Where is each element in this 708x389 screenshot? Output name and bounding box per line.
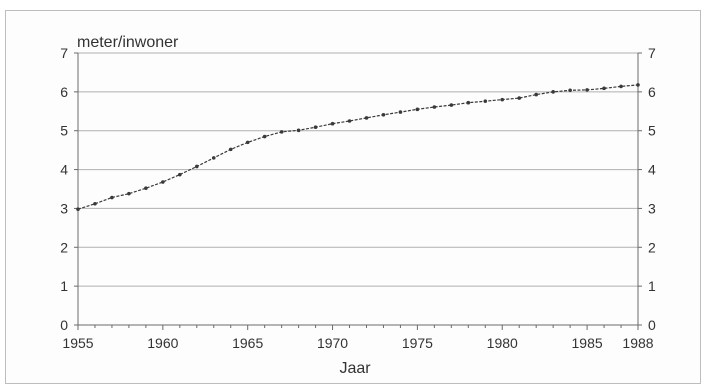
data-point-1959 [144, 186, 148, 191]
x-tick-label-1970: 1970 [317, 335, 348, 351]
y-tick-label-left: 5 [60, 123, 68, 139]
data-point-1963 [211, 156, 216, 160]
y-tick-label-right: 3 [648, 200, 656, 216]
data-point-1977 [449, 103, 454, 107]
y-tick-label-right: 2 [648, 239, 656, 255]
data-point-1983 [551, 90, 555, 94]
y-tick-label-right: 5 [648, 123, 656, 139]
data-point-1974 [398, 110, 403, 114]
y-tick-label-right: 6 [648, 84, 656, 100]
data-point-1956 [93, 201, 97, 206]
data-point-1981 [517, 96, 522, 100]
x-tick-label-1980: 1980 [487, 335, 518, 351]
data-point-1973 [381, 112, 386, 117]
x-tick-label-1985: 1985 [572, 335, 603, 351]
data-point-1984 [568, 88, 572, 93]
y-axis-title: meter/inwoner [77, 34, 179, 51]
data-point-1980 [500, 97, 505, 102]
data-point-1965 [245, 140, 250, 145]
data-point-1976 [432, 105, 437, 109]
y-tick-label-left: 7 [60, 45, 68, 61]
y-tick-label-left: 2 [60, 239, 68, 255]
x-axis-title: Jaar [339, 360, 371, 377]
data-point-1960 [161, 180, 165, 184]
x-tick-label-1975: 1975 [402, 335, 433, 351]
data-point-1988 [636, 83, 640, 87]
data-point-1964 [228, 147, 233, 152]
data-point-1969 [313, 125, 318, 130]
y-tick-label-left: 1 [60, 278, 68, 294]
y-tick-label-right: 1 [648, 278, 656, 294]
data-point-1987 [619, 84, 623, 89]
data-point-1971 [347, 119, 352, 123]
data-point-1966 [262, 134, 267, 139]
x-tick-label-1960: 1960 [147, 335, 178, 351]
x-tick-label-1955: 1955 [62, 335, 93, 351]
data-point-1962 [194, 164, 199, 169]
gridlines [78, 52, 638, 326]
x-tick-label-1988: 1988 [622, 335, 653, 351]
series [76, 83, 640, 212]
data-point-1985 [585, 88, 589, 92]
data-point-1958 [127, 191, 131, 196]
axes [74, 52, 642, 330]
data-point-1955 [76, 207, 80, 212]
data-point-1979 [483, 99, 488, 103]
y-tick-label-right: 0 [648, 317, 656, 333]
data-point-1975 [415, 107, 420, 112]
data-point-1978 [466, 100, 471, 105]
data-point-1957 [110, 195, 114, 200]
series-line [77, 84, 639, 210]
tick-labels: 0 0 1 1 2 2 3 3 4 4 5 5 6 6 7 7 1955 1960 1965 1970 1975 1980… [60, 45, 656, 351]
y-tick-label-right: 4 [648, 162, 656, 178]
y-tick-label-left: 3 [60, 200, 68, 216]
data-point-1961 [178, 172, 182, 177]
data-point-1982 [534, 92, 538, 97]
y-tick-label-right: 7 [648, 45, 656, 61]
data-point-1986 [602, 86, 606, 91]
data-point-1967 [279, 130, 284, 134]
data-point-1970 [330, 121, 335, 126]
x-tick-label-1965: 1965 [232, 335, 263, 351]
y-tick-label-left: 0 [60, 317, 68, 333]
data-point-1972 [364, 116, 369, 120]
y-tick-label-left: 6 [60, 84, 68, 100]
chart-frame [5, 10, 701, 384]
y-tick-label-left: 4 [60, 162, 68, 178]
data-point-1968 [296, 128, 301, 133]
